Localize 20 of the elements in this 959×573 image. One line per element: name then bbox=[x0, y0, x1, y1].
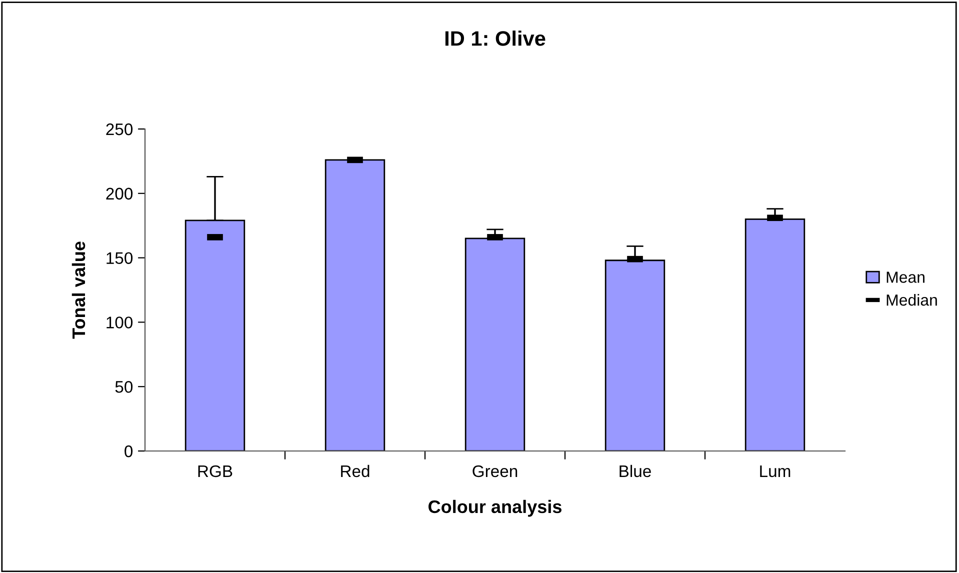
y-tick-label: 200 bbox=[106, 188, 133, 200]
x-tick-label: Lum bbox=[760, 466, 790, 478]
y-tick-label: 0 bbox=[124, 445, 133, 458]
y-tick-label: 250 bbox=[106, 123, 133, 136]
y-tick-label: 50 bbox=[115, 381, 133, 393]
legend-label: Median bbox=[886, 294, 937, 306]
bar bbox=[464, 238, 526, 451]
x-axis-title: Colour analysis bbox=[428, 500, 562, 517]
x-tick-label: RGB bbox=[198, 465, 232, 478]
x-tick-label: Red bbox=[341, 464, 370, 478]
x-tick-label: Green bbox=[472, 465, 518, 478]
y-tick-label: 100 bbox=[106, 316, 133, 328]
y-axis-title: Tonal value bbox=[72, 242, 86, 339]
bar bbox=[324, 159, 386, 451]
bar bbox=[744, 218, 806, 451]
bar bbox=[604, 260, 666, 451]
x-tick-label: Blue bbox=[620, 464, 651, 478]
chart-title: ID 1: Olive bbox=[445, 30, 546, 46]
legend-label: Mean bbox=[886, 272, 924, 283]
y-tick-label: 150 bbox=[106, 252, 133, 264]
